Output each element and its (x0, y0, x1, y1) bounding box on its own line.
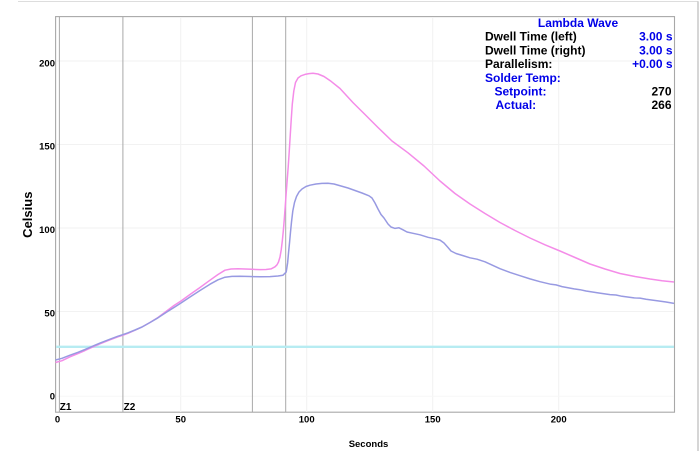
svg-text:200: 200 (551, 414, 567, 425)
svg-text:50: 50 (44, 308, 55, 319)
svg-text:Z2: Z2 (124, 402, 136, 413)
svg-text:0: 0 (50, 392, 55, 403)
svg-text:3.00 s: 3.00 s (639, 43, 673, 57)
svg-text:Lambda Wave: Lambda Wave (538, 16, 619, 30)
svg-text:Solder Temp:: Solder Temp: (485, 71, 561, 85)
svg-text:Parallelism:: Parallelism: (485, 57, 552, 71)
svg-text:50: 50 (175, 414, 186, 425)
svg-text:Dwell Time (left): Dwell Time (left) (485, 30, 577, 44)
svg-text:Celsius: Celsius (20, 192, 35, 238)
svg-text:266: 266 (651, 98, 671, 112)
svg-text:100: 100 (39, 225, 55, 236)
svg-text:150: 150 (39, 142, 55, 153)
svg-text:0: 0 (55, 414, 60, 425)
svg-text:Dwell Time (right): Dwell Time (right) (485, 43, 585, 57)
svg-text:Actual:: Actual: (496, 98, 537, 112)
svg-text:Z1: Z1 (60, 402, 72, 413)
svg-text:Setpoint:: Setpoint: (495, 85, 547, 99)
svg-text:3.00 s: 3.00 s (639, 30, 673, 44)
svg-text:270: 270 (651, 85, 671, 99)
svg-text:+0.00 s: +0.00 s (632, 57, 673, 71)
svg-text:Seconds: Seconds (349, 439, 389, 450)
svg-text:100: 100 (299, 414, 315, 425)
svg-text:150: 150 (425, 414, 441, 425)
svg-text:200: 200 (39, 58, 55, 69)
